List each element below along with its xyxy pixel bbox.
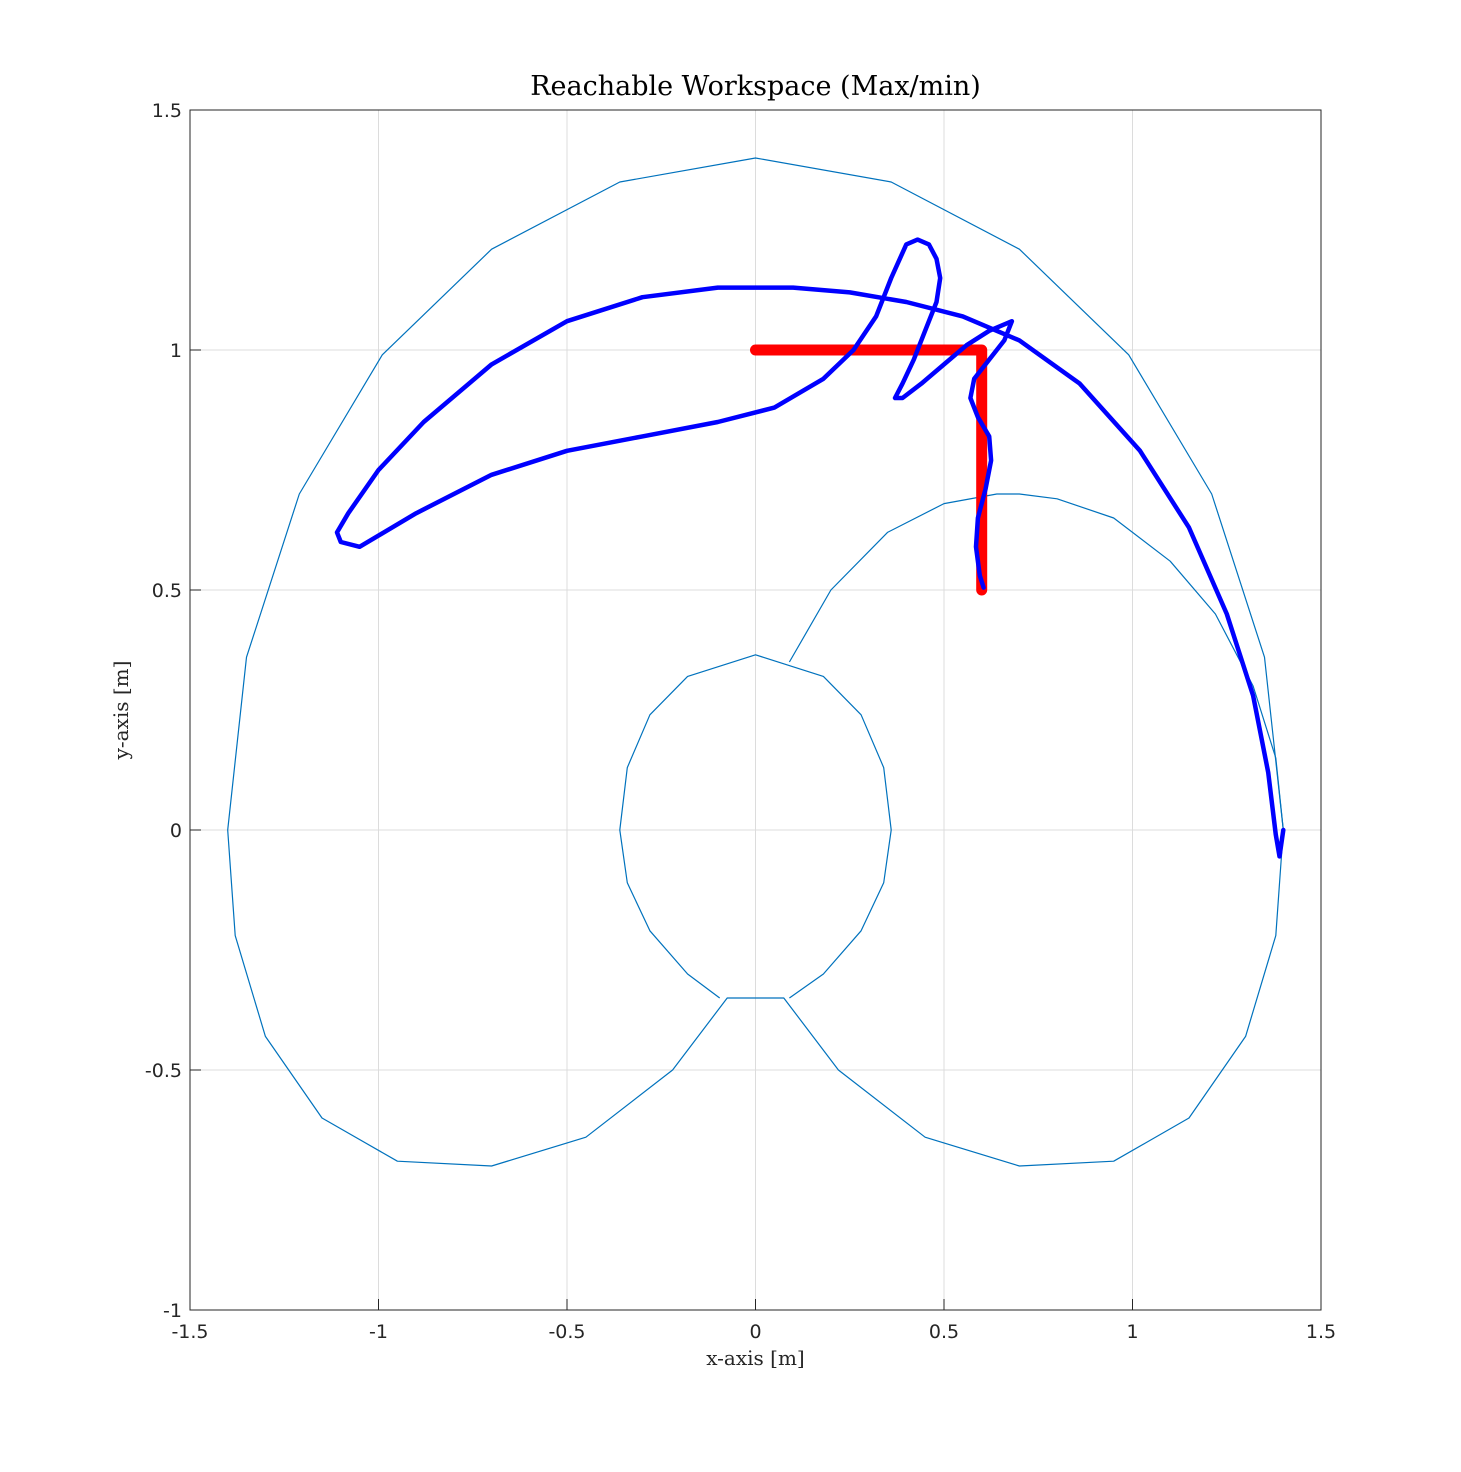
y-tick-label-3: 0.5 bbox=[152, 580, 182, 602]
ticks: -1.5 -1 -0.5 0 0.5 1 1.5-1-0.500.511.5 bbox=[145, 100, 1336, 1343]
chart-title: Reachable Workspace (Max/min) bbox=[530, 71, 981, 102]
y-tick-label-2: 0 bbox=[170, 820, 182, 842]
inner-hole-line bbox=[619, 654, 892, 999]
y-tick-label-1: -0.5 bbox=[145, 1060, 182, 1082]
y-axis-label: y-axis [m] bbox=[109, 661, 133, 761]
actual-trajectory-line bbox=[334, 237, 1286, 859]
y-tick-label-0: -1 bbox=[163, 1300, 182, 1322]
workspace-boundary-line bbox=[227, 157, 1284, 1167]
x-tick-label-5: 1 bbox=[1126, 1321, 1138, 1343]
x-tick-label-3: 0 bbox=[749, 1321, 761, 1343]
x-tick-label-6: 1.5 bbox=[1306, 1321, 1336, 1343]
x-axis-label: x-axis [m] bbox=[706, 1346, 804, 1370]
series-group bbox=[227, 157, 1286, 1167]
x-tick-label-4: 0.5 bbox=[929, 1321, 959, 1343]
x-tick-label-1: -1 bbox=[369, 1321, 388, 1343]
x-tick-label-0: -1.5 bbox=[171, 1321, 208, 1343]
inner-boundary-right-line bbox=[788, 493, 1284, 831]
y-tick-label-5: 1.5 bbox=[152, 100, 182, 122]
y-tick-label-4: 1 bbox=[170, 340, 182, 362]
x-tick-label-2: -0.5 bbox=[548, 1321, 585, 1343]
